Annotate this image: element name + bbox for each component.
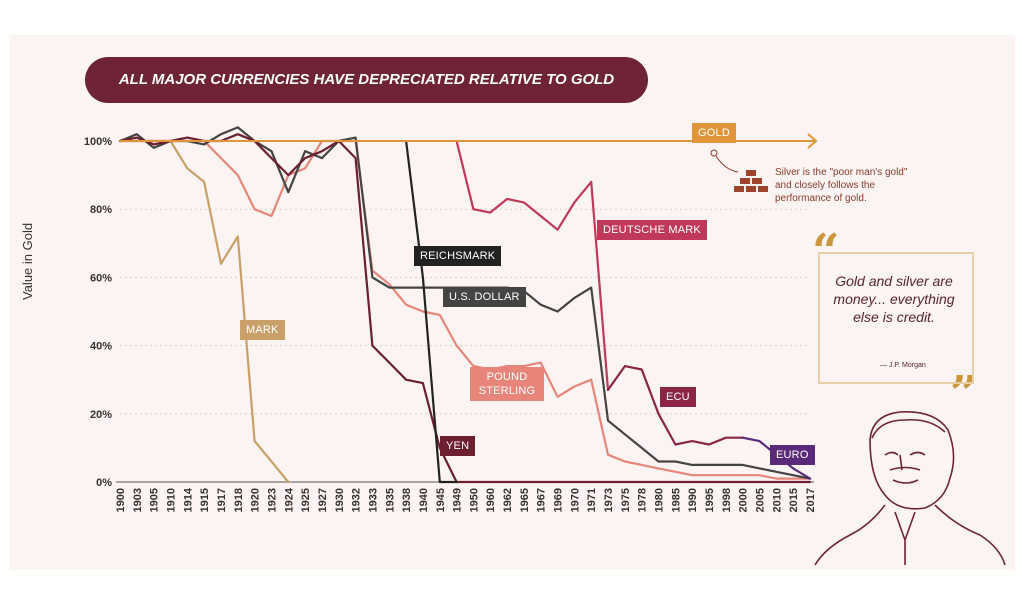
x-tick-label: 1949 xyxy=(452,488,464,512)
x-tick-label: 1927 xyxy=(317,488,329,512)
x-tick-label: 2010 xyxy=(771,488,783,512)
x-tick-label: 1969 xyxy=(553,488,565,512)
x-tick-label: 1980 xyxy=(654,488,666,512)
x-tick-label: 1910 xyxy=(165,488,177,512)
chart-title: ALL MAJOR CURRENCIES HAVE DEPRECIATED RE… xyxy=(85,57,648,103)
x-tick-label: 1930 xyxy=(334,488,346,512)
series-line xyxy=(118,139,290,484)
series-label: REICHSMARK xyxy=(414,246,502,266)
x-tick-label: 1967 xyxy=(536,488,548,512)
x-tick-label: 2005 xyxy=(755,488,767,512)
x-tick-label: 1900 xyxy=(115,488,127,512)
series-label: YEN xyxy=(440,436,476,456)
x-tick-label: 1905 xyxy=(149,488,161,512)
x-tick-label: 1971 xyxy=(586,488,598,512)
callout-line xyxy=(715,155,739,173)
x-tick-label: 1918 xyxy=(233,488,245,512)
series-line xyxy=(606,365,744,446)
y-tick-label: 0% xyxy=(96,477,112,489)
x-tick-label: 1932 xyxy=(351,488,363,512)
x-tick-label: 2000 xyxy=(738,488,750,512)
series-label: MARK xyxy=(240,320,285,340)
x-tick-label: 1925 xyxy=(300,488,312,512)
x-tick-label: 1920 xyxy=(250,488,262,512)
x-tick-label: 1962 xyxy=(502,488,514,512)
series-label: POUND STERLING xyxy=(470,367,544,401)
x-tick-label: 1903 xyxy=(132,488,144,512)
x-tick-label: 1970 xyxy=(569,488,581,512)
x-tick-label: 1985 xyxy=(670,488,682,512)
y-axis-title: Value in Gold xyxy=(20,222,35,300)
x-tick-label: 1933 xyxy=(367,488,379,512)
x-tick-label: 2017 xyxy=(805,488,817,512)
gold-bars-icon xyxy=(734,170,768,192)
series-line xyxy=(405,139,458,484)
x-tick-label: 1998 xyxy=(721,488,733,512)
x-tick-label: 1917 xyxy=(216,488,228,512)
series-label: DEUTSCHE MARK xyxy=(597,220,707,240)
x-tick-label: 1923 xyxy=(266,488,278,512)
x-tick-label: 1990 xyxy=(687,488,699,512)
x-tick-label: 1995 xyxy=(704,488,716,512)
x-tick-label: 1973 xyxy=(603,488,615,512)
x-tick-label: 1950 xyxy=(468,488,480,512)
x-tick-label: 1924 xyxy=(283,487,295,512)
portrait xyxy=(814,411,1006,566)
series-label: GOLD xyxy=(692,123,736,143)
quote: Gold and silver are money... everything … xyxy=(833,273,955,325)
x-tick-label: 1938 xyxy=(401,488,413,512)
series-line xyxy=(118,133,812,484)
x-tick-label: 1945 xyxy=(435,488,447,512)
series-line xyxy=(118,139,812,480)
y-tick-label: 60% xyxy=(90,272,112,284)
x-tick-label: 1960 xyxy=(485,488,497,512)
x-tick-label: 1978 xyxy=(637,488,649,512)
annotation: Silver is the "poor man's gold" and clos… xyxy=(775,167,908,204)
series-label: EURO xyxy=(770,445,815,465)
arrow-head xyxy=(807,133,818,149)
series-label: ECU xyxy=(660,387,696,407)
series-line xyxy=(455,139,610,391)
quote-author: — J.P. Morgan xyxy=(880,362,926,369)
x-tick-label: 1914 xyxy=(182,487,194,512)
x-tick-label: 1940 xyxy=(418,488,430,512)
x-tick-label: 1965 xyxy=(519,488,531,512)
series-label: U.S. DOLLAR xyxy=(443,287,526,307)
x-tick-label: 1975 xyxy=(620,488,632,512)
callout-dot xyxy=(710,149,718,157)
x-tick-label: 1935 xyxy=(384,488,396,512)
x-tick-label: 1915 xyxy=(199,488,211,512)
y-tick-label: 20% xyxy=(90,409,112,421)
y-tick-label: 80% xyxy=(90,204,112,216)
y-tick-label: 40% xyxy=(90,341,112,353)
quote-box xyxy=(818,252,974,384)
x-tick-label: 2015 xyxy=(788,488,800,512)
y-tick-label: 100% xyxy=(84,136,112,148)
